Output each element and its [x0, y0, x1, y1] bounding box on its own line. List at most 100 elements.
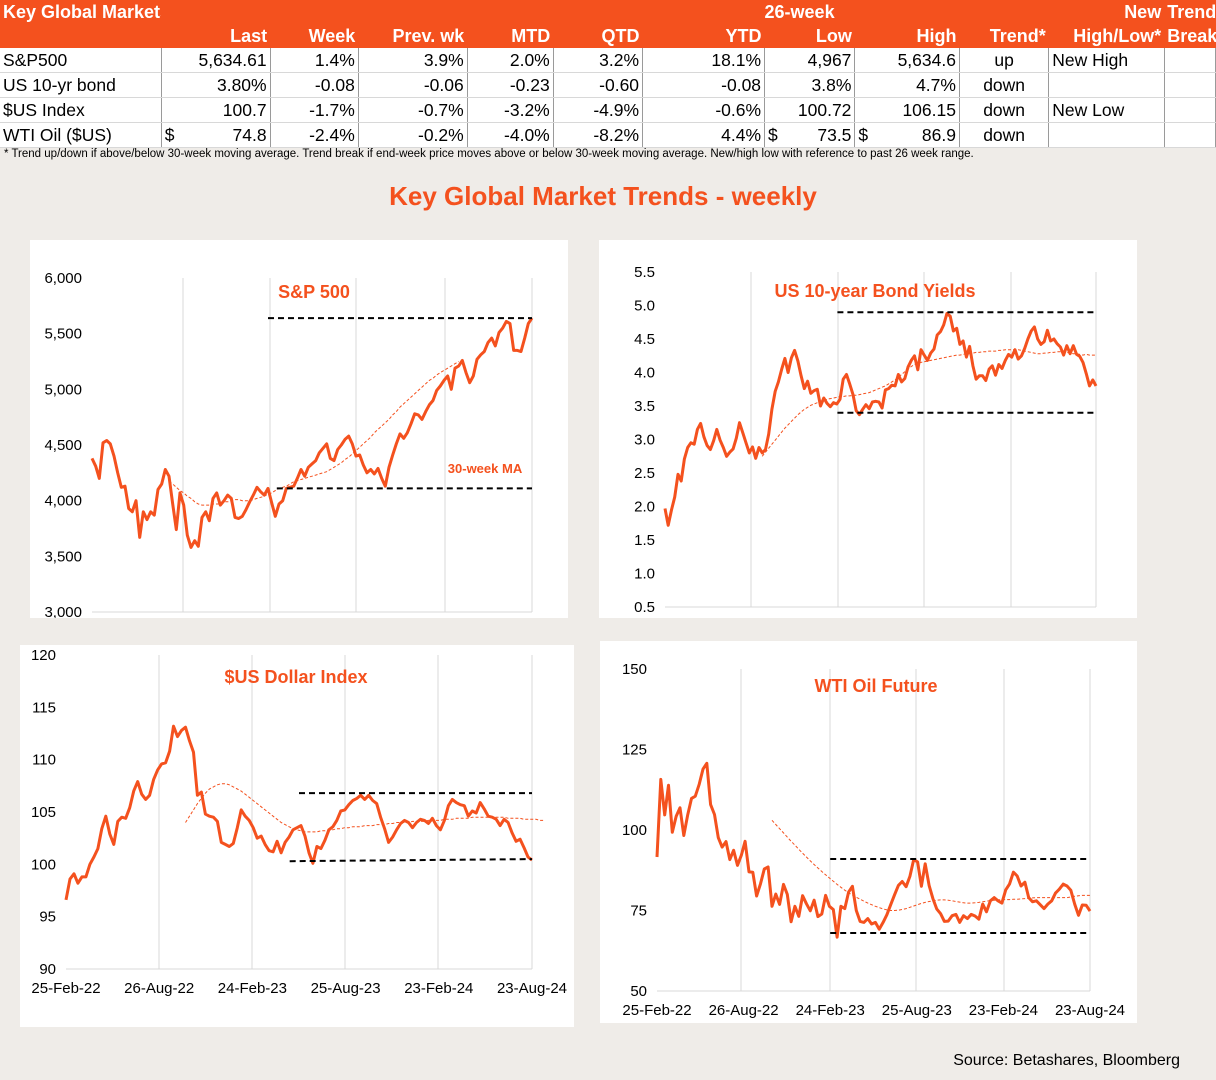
- y-tick-label: 4.5: [634, 331, 655, 348]
- cell-new-hl: [1048, 72, 1165, 98]
- markets-table: Key Global Markets 26-week New Trend Las…: [0, 0, 1216, 148]
- col-26week: 26-week: [764, 0, 960, 24]
- cell-trend-break: [1164, 97, 1216, 123]
- cell-high: $86.9: [854, 122, 960, 148]
- cell-value: 86.9: [921, 125, 956, 145]
- x-tick-label: 23-Feb-24: [404, 980, 473, 997]
- y-tick-label: 5.5: [634, 264, 655, 281]
- price-line: [663, 312, 1098, 527]
- cell-prev-wk: -0.06: [358, 72, 468, 98]
- y-tick-label: 75: [630, 903, 647, 920]
- cell-low: 100.72: [764, 97, 856, 123]
- cell-mtd: -4.0%: [467, 122, 554, 148]
- cell-trend: down: [959, 72, 1050, 98]
- x-tick-label: 25-Aug-23: [311, 980, 381, 997]
- col-mtd: MTD: [467, 24, 554, 48]
- cell-low: 3.8%: [764, 72, 856, 98]
- x-tick-label: 23-Feb-24: [969, 1002, 1038, 1019]
- y-tick-label: 125: [622, 742, 647, 759]
- table-title: Key Global Markets: [0, 0, 162, 24]
- cell-trend-break: [1164, 48, 1216, 73]
- cell-ytd: 18.1%: [642, 48, 766, 73]
- cell-prev-wk: 3.9%: [358, 48, 468, 73]
- table-row: $US Index 100.7 -1.7% -0.7% -3.2% -4.9% -0.6% 1…: [0, 97, 1216, 123]
- cell-trend-break: [1164, 122, 1216, 148]
- moving-average-line: [761, 349, 1096, 457]
- cell-mtd: -0.23: [467, 72, 554, 98]
- cell-last: 100.7: [161, 97, 271, 123]
- cell-prev-wk: -0.2%: [358, 122, 468, 148]
- y-tick-label: 1.5: [634, 532, 655, 549]
- y-tick-label: 3,500: [44, 548, 82, 565]
- moving-average-line: [168, 361, 459, 506]
- cell-value: 4.7%: [916, 75, 956, 95]
- x-tick-label: 25-Feb-22: [31, 980, 100, 997]
- cell-high: 4.7%: [854, 72, 960, 98]
- cell-ytd: 4.4%: [642, 122, 766, 148]
- y-tick-label: 105: [31, 804, 56, 821]
- y-tick-label: 0.5: [634, 599, 655, 616]
- source-note: Source: Betashares, Bloomberg: [953, 1052, 1180, 1069]
- y-tick-label: 2.5: [634, 465, 655, 482]
- cell-trend: up: [959, 48, 1050, 73]
- price-line: [64, 724, 533, 901]
- ma-annotation: 30-week MA: [448, 461, 523, 476]
- cell-value: 73.5: [817, 125, 852, 145]
- x-tick-label: 26-Aug-22: [709, 1002, 779, 1019]
- cell-new-hl: New Low: [1048, 97, 1165, 123]
- cell-qtd: 3.2%: [553, 48, 644, 73]
- col-trend-star: Trend*: [959, 24, 1049, 48]
- col-qtd: QTD: [553, 24, 643, 48]
- cell-value: 3.80%: [216, 75, 267, 95]
- chart-title: WTI Oil Future: [815, 676, 938, 696]
- cell-high: 106.15: [854, 97, 960, 123]
- y-tick-label: 4,500: [44, 437, 82, 454]
- y-tick-label: 2.0: [634, 499, 655, 516]
- cell-qtd: -8.2%: [553, 122, 644, 148]
- cell-name: S&P500: [0, 48, 162, 73]
- currency-symbol: $: [164, 125, 175, 145]
- col-ytd: YTD: [642, 24, 765, 48]
- price-line: [90, 317, 534, 549]
- table-footnote: * Trend up/down if above/below 30-week m…: [4, 148, 974, 160]
- y-tick-label: 100: [622, 822, 647, 839]
- y-tick-label: 115: [32, 699, 56, 716]
- cell-value: 74.8: [232, 125, 267, 145]
- cell-trend: down: [959, 122, 1050, 148]
- cell-value: 4,967: [807, 50, 852, 70]
- cell-name: $US Index: [0, 97, 162, 123]
- bond-yield-chart: 0.5 1.0 1.5 2.0 2.5 3.0 3.5 4.0 4.5 5.0 5.5 US 10-y…: [634, 264, 1098, 616]
- table-row: WTI Oil ($US) $74.8 -2.4% -0.2% -4.0% -8.2% 4.…: [0, 122, 1216, 148]
- col-high: High: [854, 24, 960, 48]
- y-tick-label: 4,000: [44, 493, 82, 510]
- cell-low: $73.5: [764, 122, 856, 148]
- table-row: S&P500 5,634.61 1.4% 3.9% 2.0% 3.2% 18.1% 4,967…: [0, 48, 1216, 73]
- cell-value: 5,634.61: [198, 50, 267, 70]
- table-row: US 10-yr bond 3.80% -0.08 -0.06 -0.23 -0.60 -0…: [0, 72, 1216, 98]
- cell-value: 3.8%: [811, 75, 852, 95]
- moving-average-line: [771, 819, 1090, 911]
- cell-qtd: -4.9%: [553, 97, 644, 123]
- price-line: [655, 761, 1092, 939]
- col-high-low: High/Low*: [1048, 24, 1165, 48]
- col-week: Week: [270, 24, 359, 48]
- y-tick-label: 95: [39, 909, 56, 926]
- y-tick-label: 100: [31, 856, 56, 873]
- cell-ytd: -0.08: [642, 72, 766, 98]
- cell-name: WTI Oil ($US): [0, 122, 162, 148]
- cell-new-hl: [1048, 122, 1165, 148]
- y-tick-label: 120: [31, 647, 56, 664]
- y-tick-label: 3,000: [44, 604, 82, 618]
- cell-value: 100.7: [222, 100, 267, 120]
- cell-trend: down: [959, 97, 1050, 123]
- range-reference-line: [289, 858, 533, 863]
- cell-prev-wk: -0.7%: [358, 97, 468, 123]
- cell-last: $74.8: [161, 122, 271, 148]
- cell-ytd: -0.6%: [642, 97, 766, 123]
- cell-week: -1.7%: [270, 97, 359, 123]
- col-last: Last: [161, 24, 271, 48]
- currency-symbol: $: [858, 125, 869, 145]
- cell-week: 1.4%: [270, 48, 359, 73]
- y-tick-label: 5,000: [44, 381, 82, 398]
- moving-average-line: [185, 783, 544, 833]
